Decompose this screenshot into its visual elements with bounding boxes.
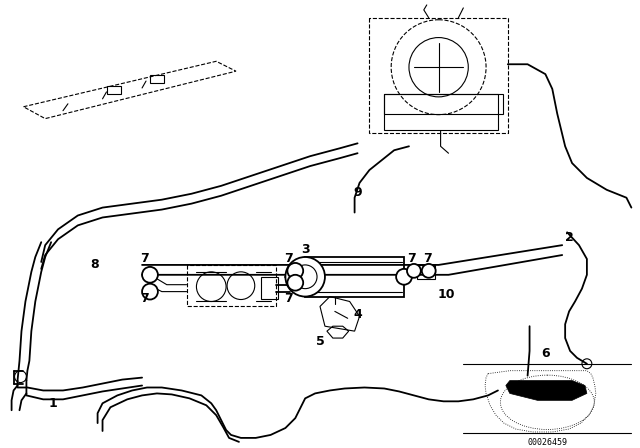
- Bar: [150, 75, 164, 83]
- Bar: [417, 265, 435, 279]
- Text: 3: 3: [301, 243, 310, 256]
- Text: 8: 8: [90, 258, 99, 271]
- Circle shape: [142, 284, 158, 300]
- Polygon shape: [506, 380, 587, 401]
- Text: 6: 6: [541, 347, 550, 360]
- Circle shape: [422, 264, 436, 278]
- Text: 2: 2: [564, 231, 573, 244]
- Text: 7: 7: [408, 253, 416, 266]
- Circle shape: [285, 257, 325, 297]
- Circle shape: [287, 263, 303, 279]
- Text: 7: 7: [140, 292, 148, 305]
- Circle shape: [287, 275, 303, 291]
- Text: 7: 7: [284, 253, 292, 266]
- Text: 00026459: 00026459: [527, 438, 567, 447]
- Bar: [108, 86, 122, 94]
- Text: 5: 5: [316, 335, 324, 348]
- Text: 7: 7: [140, 253, 148, 266]
- Circle shape: [407, 264, 421, 278]
- Circle shape: [142, 267, 158, 283]
- Text: 7: 7: [284, 292, 292, 305]
- Polygon shape: [305, 257, 404, 297]
- Text: 4: 4: [353, 308, 362, 321]
- Text: 9: 9: [353, 186, 362, 199]
- Text: 7: 7: [424, 253, 432, 266]
- Bar: [260, 277, 278, 298]
- Text: 10: 10: [438, 288, 455, 301]
- Text: 1: 1: [49, 397, 58, 410]
- Circle shape: [396, 269, 412, 284]
